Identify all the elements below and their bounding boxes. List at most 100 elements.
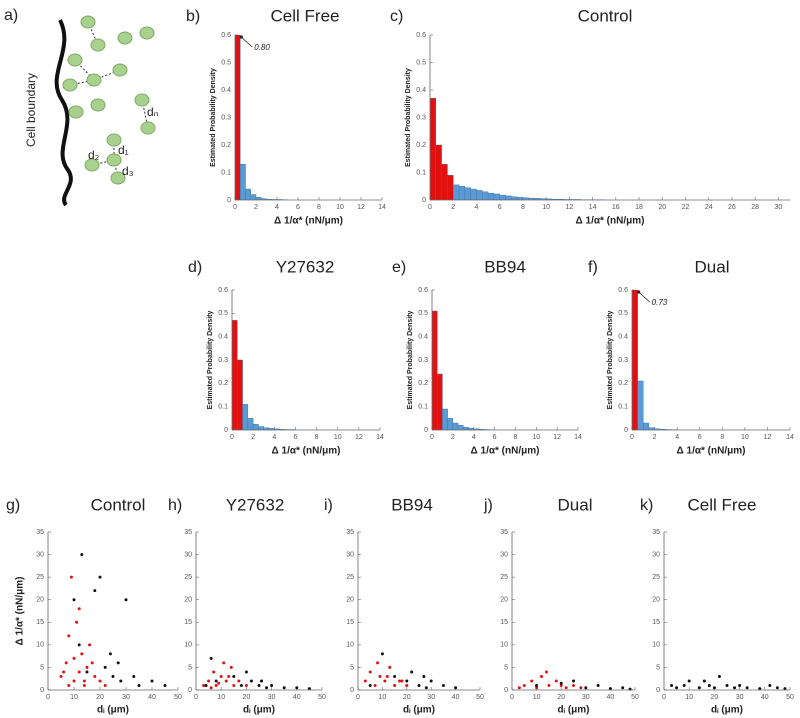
point: [544, 670, 548, 674]
x-tick-label: 6: [698, 434, 702, 441]
y-tick-label: 0: [422, 197, 426, 204]
y-tick-label: 20: [500, 597, 508, 604]
x-tick-label: 10: [336, 204, 344, 211]
x-axis-label: Δ 1/α* (nN/μm): [677, 446, 746, 457]
point: [405, 683, 409, 687]
bar: [453, 184, 460, 200]
point: [132, 674, 136, 678]
x-tick-label: 8: [720, 434, 724, 441]
x-tick-label: 14: [376, 434, 384, 441]
point: [229, 665, 233, 669]
y-tick-label: 30: [500, 551, 508, 558]
x-tick-label: 12: [357, 204, 365, 211]
y-axis-label: Estimated Probability Density: [405, 68, 412, 167]
point: [608, 687, 612, 691]
point: [69, 575, 73, 579]
y-tick-label: 0: [227, 197, 231, 204]
x-tick-label: 0: [230, 434, 234, 441]
x-tick-label: 30: [427, 694, 435, 701]
y-tick-label: 0.2: [618, 380, 628, 387]
x-tick-label: 8: [513, 434, 517, 441]
y-tick-label: 0.4: [418, 334, 428, 341]
bar: [237, 359, 243, 430]
bar: [499, 194, 506, 200]
chart: k) Cell Free 0 5 10 15 20 25 30 35 0 10 20 30 40 50 dᵢ (…: [640, 495, 794, 715]
point: [417, 683, 421, 687]
point: [77, 643, 81, 647]
panel-label: e): [392, 259, 406, 276]
point: [363, 679, 367, 683]
x-tick-label: 12: [553, 434, 561, 441]
point: [282, 686, 286, 690]
bar: [242, 404, 249, 430]
point: [214, 679, 218, 683]
y-tick-label: 25: [184, 574, 192, 581]
y-tick-label: 0.6: [221, 32, 231, 39]
point: [217, 681, 221, 685]
x-tick-label: 6: [296, 204, 300, 211]
x-tick-label: 2: [653, 434, 657, 441]
bar: [447, 418, 454, 430]
x-tick-label: 50: [786, 694, 794, 701]
bar: [511, 196, 518, 200]
point: [572, 683, 575, 687]
x-tick-label: 20: [557, 694, 565, 701]
point: [244, 670, 248, 674]
y-tick-label: 0.2: [221, 142, 231, 149]
y-tick-label: 0.4: [221, 87, 231, 94]
diagram: a) Cell boundary d₁ d₂ d₃ dₙ: [4, 7, 159, 207]
x-tick-label: 14: [574, 434, 582, 441]
point: [745, 686, 749, 690]
y-tick-label: 0.5: [418, 310, 428, 317]
point: [90, 661, 94, 665]
x-tick-label: 4: [275, 204, 279, 211]
point: [733, 686, 737, 690]
point: [82, 679, 86, 683]
bar: [482, 191, 489, 200]
y-tick-label: 20: [346, 597, 354, 604]
point: [72, 656, 76, 660]
y-axis-label: Estimated Probability Density: [207, 310, 214, 409]
point: [579, 686, 583, 690]
point: [219, 674, 223, 678]
y-tick-label: 0.3: [618, 357, 628, 364]
point: [429, 679, 433, 683]
chart-title: Y27632: [226, 495, 285, 514]
y-tick-label: 0: [624, 427, 628, 434]
y-tick-label: 30: [346, 551, 354, 558]
y-tick-label: 35: [36, 529, 44, 536]
bar: [235, 35, 241, 200]
point: [559, 683, 563, 687]
x-tick-label: 30: [774, 204, 782, 211]
x-tick-label: 6: [293, 434, 297, 441]
point: [783, 687, 787, 691]
y-tick-label: 0.1: [416, 169, 426, 176]
y-tick-label: 0: [350, 687, 354, 694]
point: [85, 670, 89, 674]
chart-title: Y27632: [276, 257, 335, 276]
point: [388, 665, 392, 669]
y-tick-label: 15: [36, 619, 44, 626]
point: [239, 683, 243, 687]
point: [775, 686, 779, 690]
panel-label: b): [186, 8, 200, 25]
x-tick-label: 50: [318, 694, 326, 701]
y-tick-label: 0.5: [618, 310, 628, 317]
point: [85, 665, 89, 669]
point: [378, 674, 382, 678]
boundary-label: Cell boundary: [24, 73, 38, 147]
point: [98, 575, 102, 579]
point: [675, 686, 679, 690]
x-tick-label: 10: [70, 694, 78, 701]
point: [103, 665, 107, 669]
x-tick-label: 10: [217, 694, 225, 701]
point: [454, 686, 458, 690]
y-tick-label: 0.2: [418, 380, 428, 387]
x-tick-label: 0: [194, 694, 198, 701]
distance-label: d₃: [122, 164, 134, 178]
y-tick-label: 0.3: [221, 114, 231, 121]
y-axis-label: Δ 1/α* (nN/μm): [15, 577, 26, 646]
panel-label: c): [390, 8, 403, 25]
x-tick-label: 40: [607, 694, 615, 701]
